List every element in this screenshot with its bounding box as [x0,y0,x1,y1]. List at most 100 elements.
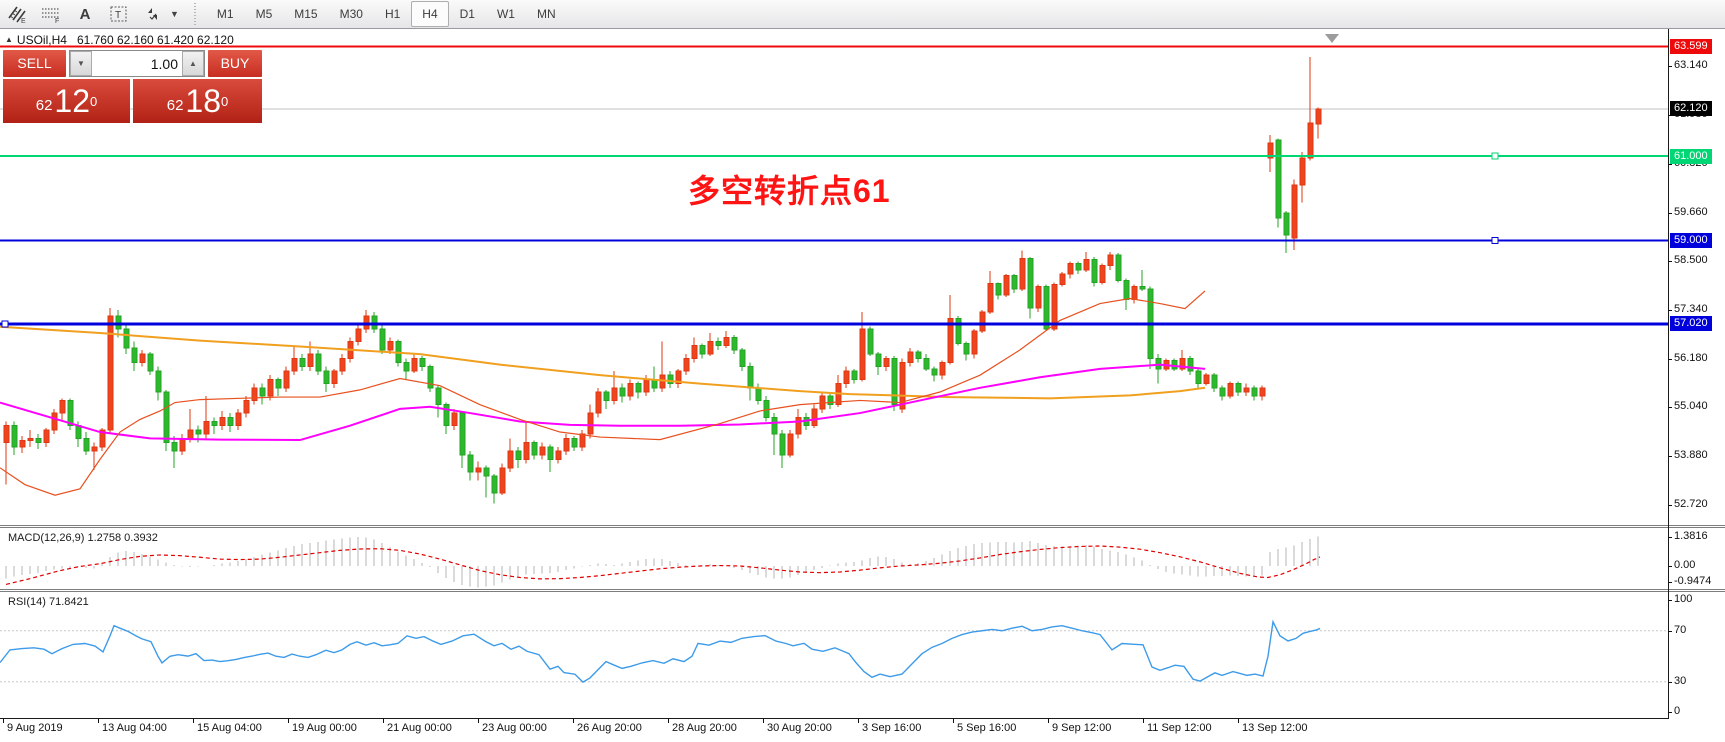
candle-body [267,378,274,397]
svg-text:T: T [115,10,121,21]
candle-body [931,368,938,376]
text-box-icon[interactable]: T [102,2,136,26]
chart-title: ▲ USOil,H4 61.760 62.160 61.420 62.120 [5,33,234,47]
timeframe-button-m1[interactable]: M1 [216,7,234,21]
pane-separator[interactable] [0,525,1725,526]
main-chart[interactable] [0,30,1668,525]
rsi-axis-tick [1668,712,1672,713]
buy-button[interactable]: BUY [208,50,262,77]
candle-body [275,378,282,389]
line-handle[interactable] [1491,152,1499,160]
time-axis-label[interactable]: 26 Aug 20:00 [577,722,642,734]
time-axis-label[interactable]: 30 Aug 20:00 [767,722,832,734]
buy-price[interactable]: 62 18 0 [133,79,262,123]
rsi-line [0,619,1321,684]
candle-body [531,442,538,456]
candle-body [1107,254,1114,267]
macd-pane[interactable] [0,528,1668,589]
candle-body [555,450,562,460]
rsi-value: 71.8421 [48,596,89,608]
timeframe-button-mn[interactable]: MN [536,7,556,21]
candle-body [715,340,722,347]
candle-body [763,399,770,418]
chart-annotation[interactable]: 多空转折点61 [688,173,891,209]
price-badge[interactable]: 57.020 [1670,316,1712,332]
candle-body [1115,254,1122,281]
rsi-axis-label: 0 [1674,705,1681,717]
candle-body [11,425,18,448]
candle-body [563,437,570,452]
timeframe-button-h4[interactable]: H4 [411,1,449,27]
sell-price[interactable]: 62 12 0 [3,79,130,123]
candle-body [579,433,586,448]
grid-lines-icon[interactable]: F [34,2,68,26]
time-axis-label[interactable]: 28 Aug 20:00 [672,722,737,734]
candle-body [891,357,898,406]
line-handle[interactable] [1491,236,1499,244]
volume-increase-button[interactable]: ▲ [182,51,204,76]
ma-orange-line [0,325,1206,400]
time-axis-tick [3,718,4,723]
candle-body [1259,387,1266,397]
price-badge[interactable]: 63.599 [1670,39,1712,55]
time-axis-label[interactable]: 19 Aug 00:00 [292,722,357,734]
price-axis-tick [1668,163,1672,165]
time-axis-label[interactable]: 9 Sep 12:00 [1052,722,1112,734]
time-axis-label[interactable]: 13 Aug 04:00 [102,722,167,734]
arrows-tool-icon[interactable] [136,2,170,26]
candle-body [1091,258,1098,283]
timeframe-button-w1[interactable]: W1 [496,7,515,21]
candle-body [827,395,834,406]
time-axis-label[interactable]: 23 Aug 00:00 [482,722,547,734]
candle-body [1011,274,1018,290]
time-axis-label[interactable]: 9 Aug 2019 [7,722,63,734]
timeframe-button-d1[interactable]: D1 [459,7,475,21]
candle-body [1027,257,1034,309]
volume-input[interactable] [92,51,182,76]
candle-body [483,467,490,477]
price-badge[interactable]: 62.120 [1670,101,1712,117]
time-axis-label[interactable]: 11 Sep 12:00 [1147,722,1212,734]
time-axis-tick [288,718,289,723]
candle-body [979,311,986,332]
candle-body [3,425,10,444]
candle-body [1067,263,1074,275]
candle-body [771,416,778,435]
price-axis-label: 56.180 [1674,352,1708,365]
arrows-dropdown-caret-icon[interactable]: ▼ [170,9,179,19]
candle-body [675,370,682,385]
time-axis-label[interactable]: 5 Sep 16:00 [957,722,1017,734]
candle-body [915,351,922,359]
volume-decrease-button[interactable]: ▼ [70,51,92,76]
chart-shift-marker-icon[interactable] [1325,34,1339,43]
candle-body [1099,265,1106,283]
crosshair-pencils-icon[interactable]: E [0,2,34,26]
price-badge[interactable]: 61.000 [1670,148,1712,164]
candle-body [795,416,802,435]
candle-body [851,370,858,380]
line-handle[interactable] [1,320,9,328]
candle-body [211,420,218,427]
timeframe-button-m30[interactable]: M30 [339,7,363,21]
time-axis-label[interactable]: 3 Sep 16:00 [862,722,922,734]
candle-body [99,429,106,448]
time-axis-label[interactable]: 21 Aug 00:00 [387,722,452,734]
price-badge[interactable]: 59.000 [1670,232,1712,248]
pane-separator[interactable] [0,589,1725,590]
candle-body [707,340,714,355]
candle-body [419,357,426,368]
collapse-arrow-icon[interactable]: ▲ [5,35,13,44]
timeframe-button-m15[interactable]: M15 [294,7,318,21]
candle-body [1019,257,1026,290]
rsi-pane[interactable] [0,592,1668,718]
candle-body [731,336,738,351]
timeframe-button-m5[interactable]: M5 [255,7,273,21]
time-axis-label[interactable]: 13 Sep 12:00 [1242,722,1308,734]
candle-body [1139,286,1146,290]
price-axis-tick [1668,504,1672,506]
text-tool-icon[interactable]: A [79,5,91,23]
sell-button[interactable]: SELL [3,50,66,77]
timeframe-button-h1[interactable]: H1 [384,7,401,21]
toolbar-separator [192,3,198,25]
time-axis-label[interactable]: 15 Aug 04:00 [197,722,262,734]
